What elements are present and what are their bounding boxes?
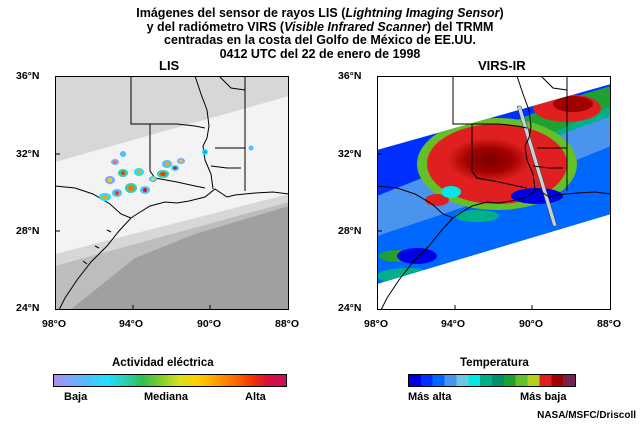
lis-coastline — [55, 76, 289, 310]
virs-lon-label: 98°O — [364, 318, 389, 330]
virs-map — [377, 76, 611, 310]
lightning-cell — [248, 145, 254, 151]
lis-lon-label: 98°O — [42, 318, 67, 330]
title-line-3: centradas en la costa del Golfo de Méxic… — [164, 33, 476, 47]
title-line-2: y del radiómetro VIRS (Visible Infrared … — [146, 19, 494, 34]
lightning-cell — [143, 188, 147, 192]
lis-lat-label: 32°N — [16, 148, 40, 160]
lis-lat-label: 36°N — [16, 70, 40, 82]
lis-legend-title: Actividad eléctrica — [112, 357, 214, 369]
credit: NASA/MSFC/Driscoll — [537, 410, 636, 421]
virs-map-frame — [377, 76, 611, 310]
lis-lat-label: 24°N — [16, 302, 40, 314]
virs-lat-label: 36°N — [338, 70, 362, 82]
virs-panel-label: VIRS-IR — [478, 58, 526, 73]
virs-ticks — [377, 153, 533, 310]
virs-colorbar — [408, 374, 576, 387]
lis-map-frame — [55, 76, 289, 310]
title-line-4: 0412 UTC del 22 de enero de 1998 — [219, 46, 421, 61]
lightning-cells — [99, 145, 254, 201]
virs-coastline — [377, 76, 611, 310]
lightning-cell — [203, 150, 207, 154]
lightning-cell — [137, 170, 141, 174]
lis-legend-high: Alta — [245, 391, 266, 403]
virs-legend-title: Temperatura — [460, 357, 529, 369]
figure-title: Imágenes del sensor de rayos LIS (Lightn… — [0, 6, 640, 61]
lis-map — [55, 76, 289, 310]
lis-ticks — [55, 153, 211, 310]
lightning-cell — [160, 172, 166, 176]
virs-legend-high: Más baja — [520, 391, 567, 403]
virs-legend-low: Más alta — [408, 391, 452, 403]
lightning-cell — [120, 151, 126, 157]
lis-lon-label: 88°O — [275, 318, 300, 330]
virs-lon-label: 94°O — [441, 318, 466, 330]
virs-lat-label: 32°N — [338, 148, 362, 160]
lis-swath — [55, 96, 289, 254]
virs-lat-label: 24°N — [338, 302, 362, 314]
virs-lat-label: 28°N — [338, 225, 362, 237]
lightning-cell — [108, 178, 112, 182]
lightning-cell — [128, 185, 134, 191]
lightning-cell — [151, 177, 155, 181]
lis-legend-mid: Mediana — [144, 391, 189, 403]
virs-lon-label: 88°O — [597, 318, 622, 330]
lightning-cell — [113, 160, 117, 164]
title-line-1: Imágenes del sensor de rayos LIS (Lightn… — [136, 6, 504, 20]
lightning-cell — [179, 159, 183, 163]
lis-gulf-dark — [70, 206, 289, 310]
lis-legend-low: Baja — [64, 391, 88, 403]
virs-lon-label: 90°O — [519, 318, 544, 330]
lightning-cell — [165, 162, 169, 166]
lis-lat-label: 28°N — [16, 225, 40, 237]
lightning-cell — [102, 195, 108, 199]
lis-panel-label: LIS — [159, 58, 180, 73]
lis-lon-label: 90°O — [197, 318, 222, 330]
lis-colorbar — [53, 374, 287, 387]
lightning-cell — [173, 166, 177, 170]
lis-lon-label: 94°O — [119, 318, 144, 330]
lightning-cell — [115, 191, 119, 195]
lightning-cell — [121, 171, 125, 175]
